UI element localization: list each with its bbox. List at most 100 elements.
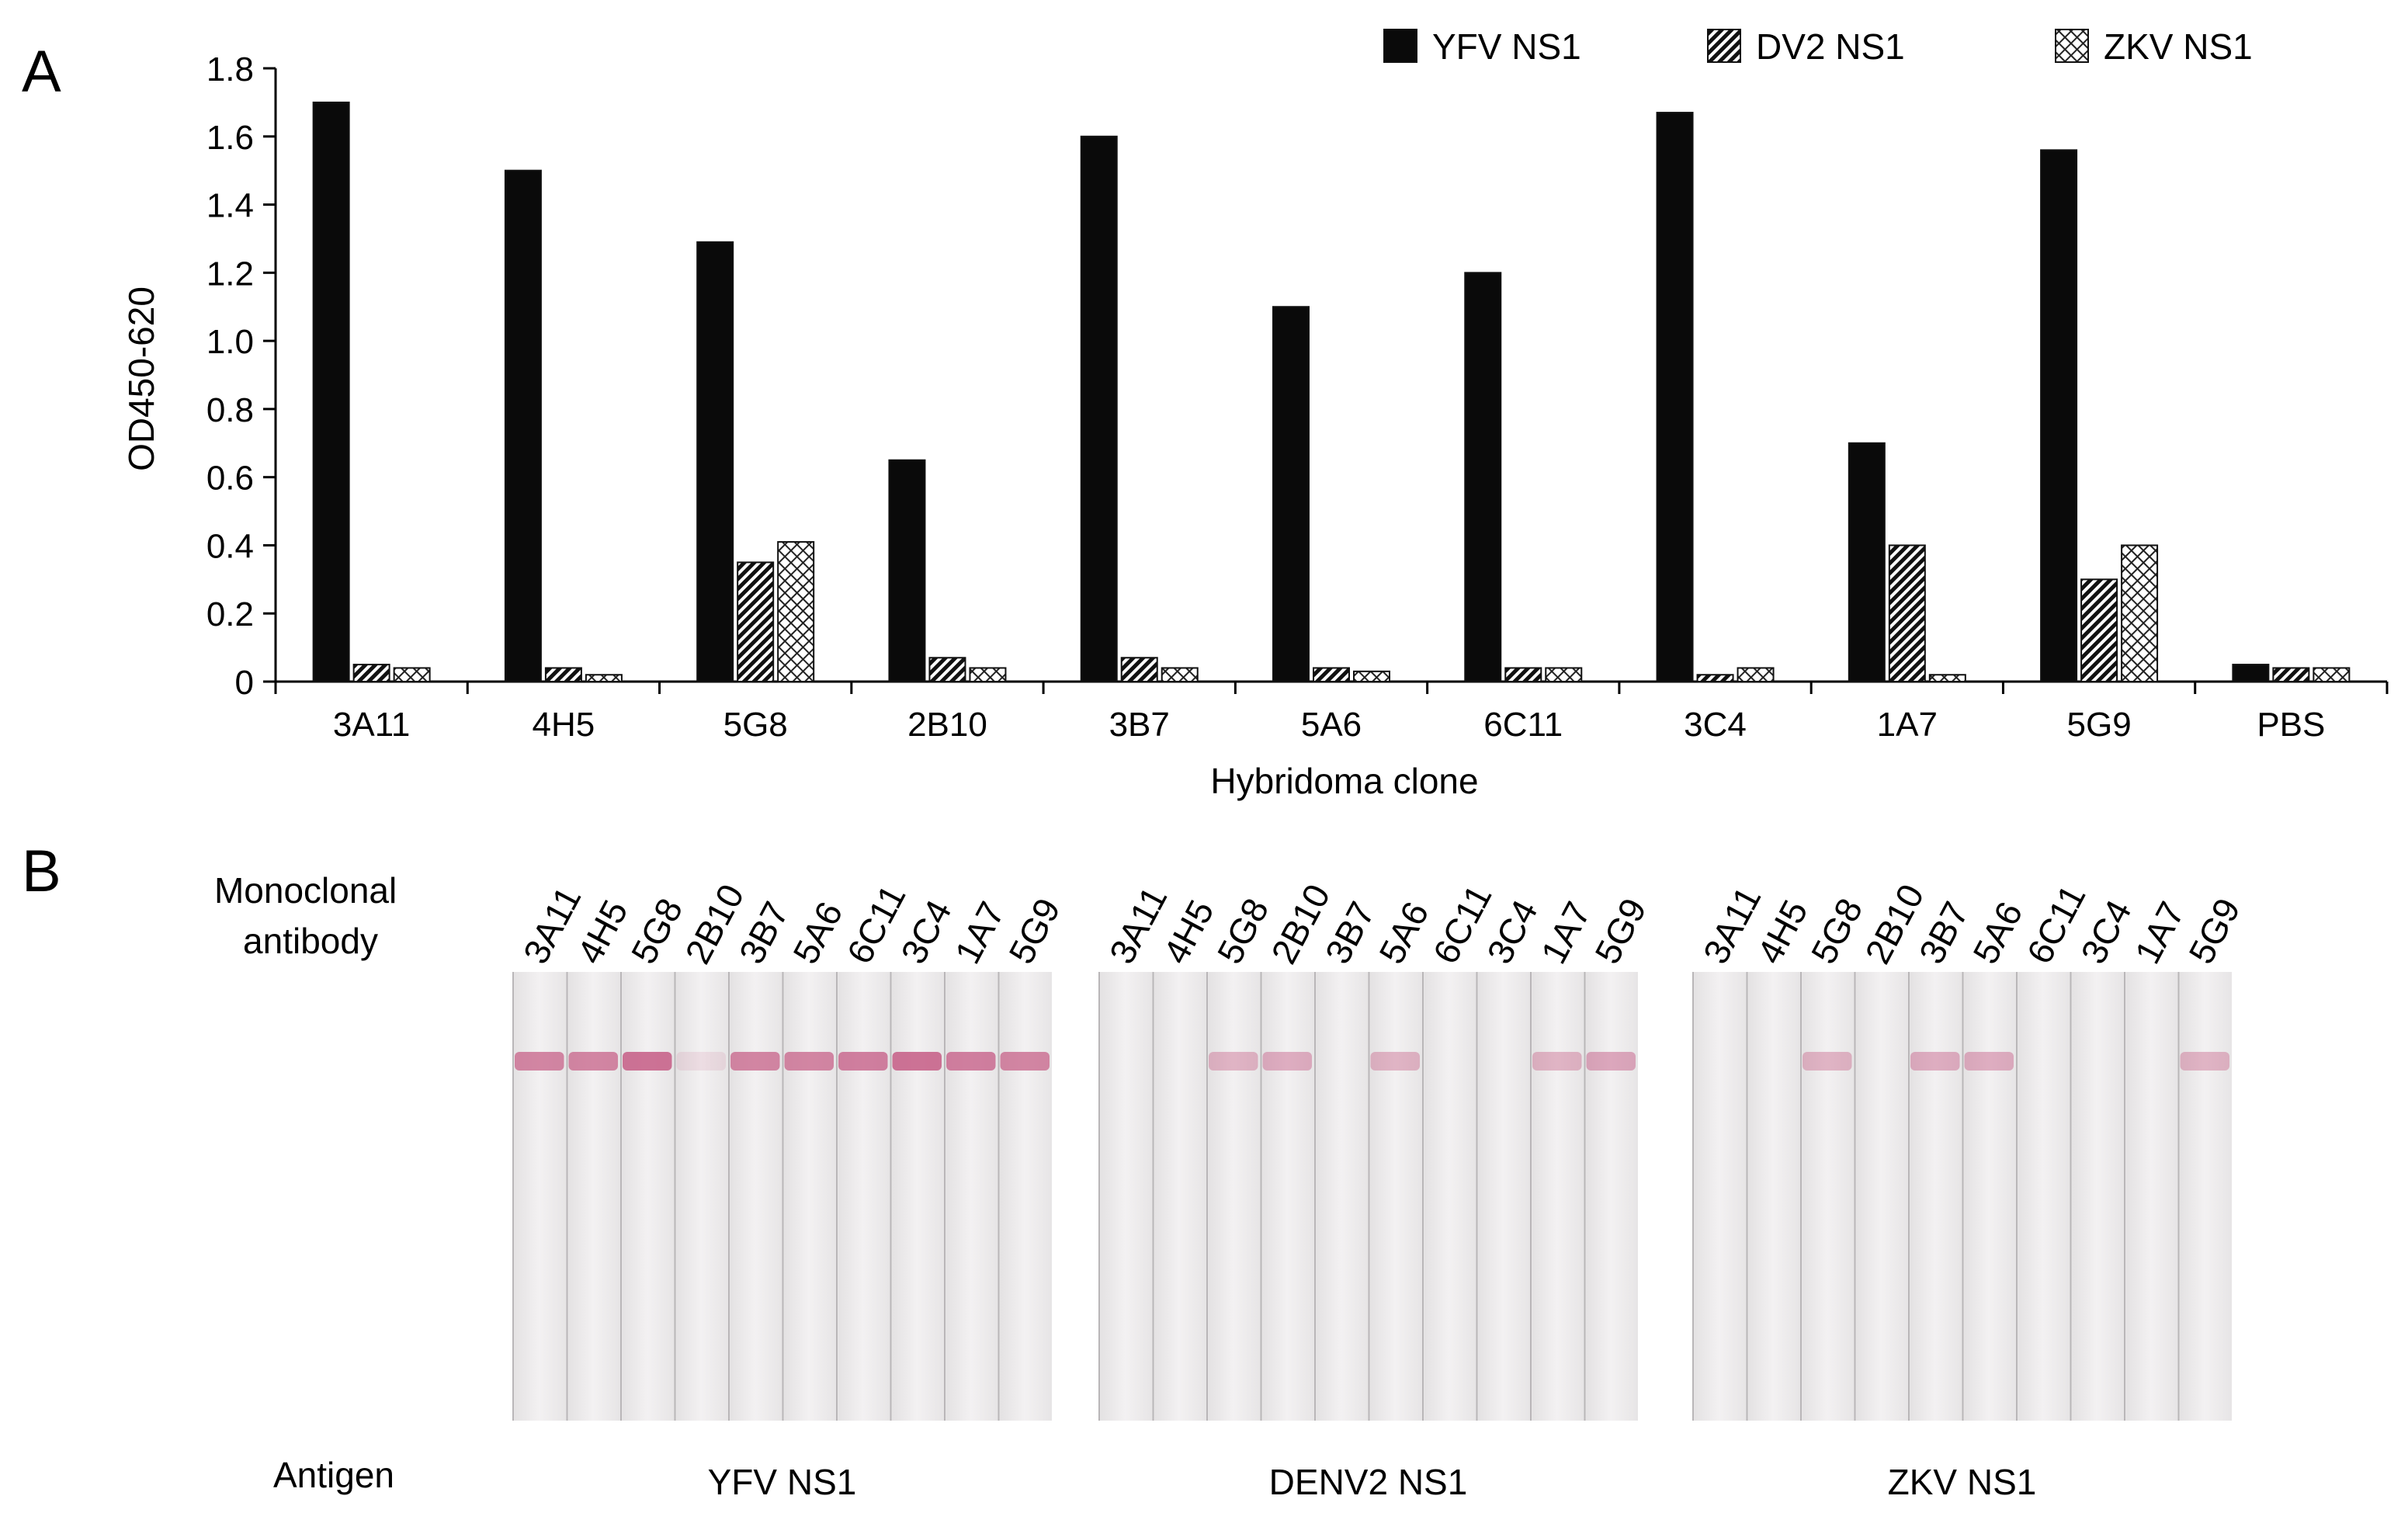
bar-diagonal-hatch-3A11 xyxy=(352,664,390,682)
test-strip xyxy=(1586,972,1636,1421)
blot-antigen-label: ZKV NS1 xyxy=(1888,1462,2037,1502)
bar-solid-2B10 xyxy=(888,459,926,682)
strip-clone-label: 5G9 xyxy=(2181,892,2248,970)
legend-label: YFV NS1 xyxy=(1432,26,1581,67)
bar-solid-1A7 xyxy=(1848,442,1886,682)
bar-crosshatch-6C11 xyxy=(1545,667,1583,683)
x-tick-label: 3A11 xyxy=(333,706,411,744)
x-tick-label: 4H5 xyxy=(533,706,595,744)
test-strip xyxy=(2018,972,2068,1421)
test-strip xyxy=(730,972,780,1421)
y-tick-label: 0.4 xyxy=(206,527,254,565)
bar-diagonal-hatch-5A6 xyxy=(1313,667,1350,683)
test-line-band xyxy=(676,1052,726,1071)
test-strip xyxy=(568,972,618,1421)
bar-crosshatch-4H5 xyxy=(585,674,623,683)
bar-solid-4H5 xyxy=(504,169,542,682)
strip-clone-label: 5G8 xyxy=(1209,892,1277,970)
y-axis-label: OD450-620 xyxy=(121,286,161,471)
strip-test-section: Monoclonal antibody Antigen 3A114H55G82B… xyxy=(214,870,2248,1502)
y-tick-label: 1.6 xyxy=(206,119,254,157)
test-line-band xyxy=(623,1052,672,1071)
bar-solid-5G9 xyxy=(2040,149,2078,683)
test-line-band xyxy=(1000,1052,1050,1071)
legend-label: DV2 NS1 xyxy=(1756,26,1905,67)
test-strip xyxy=(623,972,672,1421)
test-strip xyxy=(1424,972,1474,1421)
test-strip xyxy=(2126,972,2176,1421)
test-strip xyxy=(1000,972,1050,1421)
strip-clone-label: 1A7 xyxy=(2127,895,2192,970)
bar-diagonal-hatch-1A7 xyxy=(1888,544,1926,683)
y-axis: 0 0.2 0.4 0.6 0.8 1.0 1.2 1.4 1.6 1.8 OD450-620 xyxy=(121,50,277,702)
test-strip xyxy=(1532,972,1582,1421)
strip-clone-label: 1A7 xyxy=(1533,895,1598,970)
strip-clone-label: 5A6 xyxy=(1965,895,2030,970)
strip-clone-label: 5A6 xyxy=(1371,895,1436,970)
legend-swatch xyxy=(1707,29,1741,63)
test-strip xyxy=(1101,972,1150,1421)
bar-crosshatch-5G9 xyxy=(2121,544,2159,683)
bar-chart: 0 0.2 0.4 0.6 0.8 1.0 1.2 1.4 1.6 1.8 OD450-620 3… xyxy=(121,26,2389,801)
test-strip xyxy=(1910,972,1960,1421)
test-line-band xyxy=(946,1052,996,1071)
test-strip xyxy=(946,972,996,1421)
y-tick-label: 1.8 xyxy=(206,50,254,88)
bar-diagonal-hatch-5G9 xyxy=(2080,578,2118,682)
test-strip xyxy=(1856,972,1906,1421)
test-line-band xyxy=(838,1052,888,1071)
y-tick-label: 0.6 xyxy=(206,460,254,498)
bar-solid-3C4 xyxy=(1656,112,1694,683)
bar-crosshatch-1A7 xyxy=(1928,674,1966,683)
x-axis-label: Hybridoma clone xyxy=(1210,761,1478,801)
strip-clone-label: 5G8 xyxy=(1803,892,1871,970)
test-line-band xyxy=(1803,1052,1852,1071)
test-line-band xyxy=(515,1052,564,1071)
bar-diagonal-hatch-6C11 xyxy=(1504,667,1542,683)
bar-diagonal-hatch-PBS xyxy=(2272,667,2310,683)
test-strip xyxy=(2180,972,2229,1421)
x-ticks: 3A11 4H5 5G8 2B10 3B7 5A6 6C11 3C4 1A7 5G9 PBS xyxy=(274,682,2389,744)
test-line-band xyxy=(1532,1052,1582,1071)
x-tick-label: 5G8 xyxy=(723,706,788,744)
x-tick-label: 1A7 xyxy=(1877,706,1938,744)
test-strip xyxy=(2072,972,2122,1421)
test-strip xyxy=(1370,972,1420,1421)
y-tick-label: 1.2 xyxy=(206,255,254,293)
test-line-band xyxy=(1209,1052,1258,1071)
y-tick-label: 1.0 xyxy=(206,323,254,361)
test-strip xyxy=(1317,972,1366,1421)
bar-solid-6C11 xyxy=(1464,272,1502,683)
y-ticks: 0 0.2 0.4 0.6 0.8 1.0 1.2 1.4 1.6 1.8 xyxy=(206,50,276,702)
bar-diagonal-hatch-4H5 xyxy=(544,667,582,683)
x-tick-label: 3B7 xyxy=(1109,706,1170,744)
bar-crosshatch-3B7 xyxy=(1161,667,1199,683)
strip-clone-label: 5G8 xyxy=(623,892,691,970)
legend-swatch xyxy=(1383,29,1417,63)
y-tick-label: 0 xyxy=(235,664,254,702)
bar-crosshatch-2B10 xyxy=(969,667,1007,683)
monoclonal-antibody-label: Monoclonal antibody xyxy=(214,870,407,961)
bars xyxy=(312,101,2351,683)
bar-crosshatch-3A11 xyxy=(393,667,431,683)
test-line-band xyxy=(2180,1052,2229,1071)
test-strip xyxy=(1262,972,1312,1421)
strip-clone-label: 1A7 xyxy=(947,895,1012,970)
x-tick-label: 3C4 xyxy=(1684,706,1747,744)
bar-solid-PBS xyxy=(2232,664,2270,682)
test-line-band xyxy=(1262,1052,1312,1071)
test-strip xyxy=(515,972,564,1421)
test-strip xyxy=(1803,972,1852,1421)
legend: YFV NS1 DV2 NS1 ZKV NS1 xyxy=(1383,26,2253,67)
test-line-band xyxy=(1370,1052,1420,1071)
bar-diagonal-hatch-5G8 xyxy=(737,561,775,683)
strip-clone-label: 5G9 xyxy=(1587,892,1654,970)
test-line-band xyxy=(784,1052,834,1071)
test-line-band xyxy=(892,1052,942,1071)
test-strip xyxy=(838,972,888,1421)
